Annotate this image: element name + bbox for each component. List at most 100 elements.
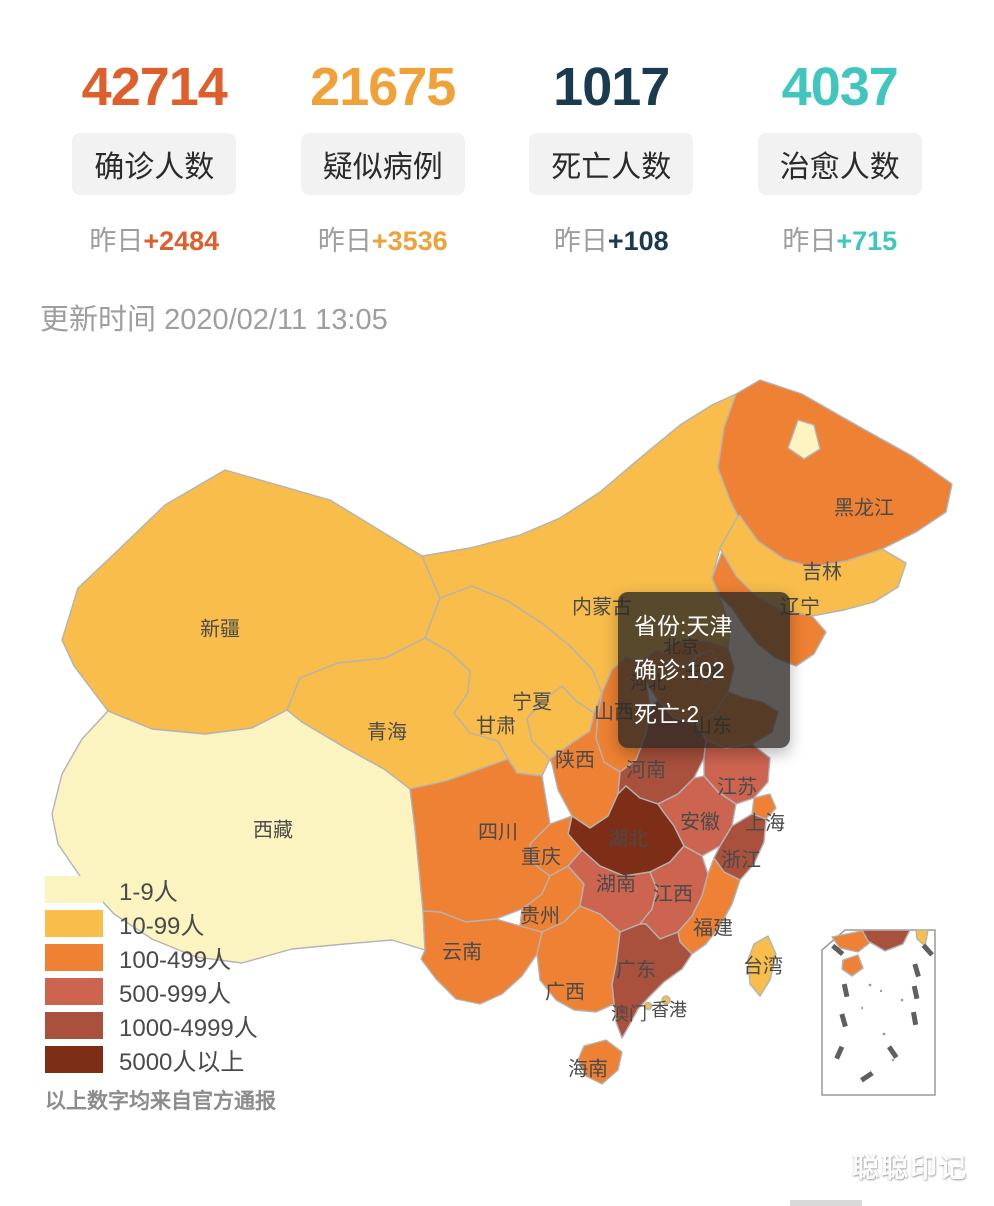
province-aomen[interactable] [643, 1001, 653, 1011]
province-tooltip: 省份:天津 确诊:102 死亡:2 [618, 592, 790, 748]
inset-coast-orange [831, 929, 873, 953]
province-shanghai[interactable] [751, 793, 777, 820]
suspected-delta: 昨日+3536 [269, 219, 498, 258]
svg-text:青海: 青海 [367, 720, 407, 743]
legend-swatch-1 [45, 876, 103, 903]
svg-text:重庆: 重庆 [521, 845, 561, 868]
watermark: 聪聪印记 [800, 1146, 968, 1185]
svg-text:陕西: 陕西 [555, 748, 595, 771]
inset-island-specks [860, 983, 904, 1062]
legend-swatch-6 [45, 1046, 103, 1073]
svg-text:贵州: 贵州 [520, 904, 560, 927]
legend-item: 1-9人 [45, 876, 276, 906]
south-china-sea-inset [821, 929, 936, 1096]
svg-text:台湾: 台湾 [743, 954, 783, 977]
legend-label-2: 10-99人 [119, 913, 205, 940]
svg-text:河南: 河南 [626, 758, 666, 781]
stat-cured: 4037 治愈人数 昨日+715 [726, 57, 955, 258]
tooltip-value: 2 [686, 701, 700, 727]
inset-hainan [841, 954, 864, 977]
ne-light-patch [787, 419, 821, 460]
legend-item: 10-99人 [45, 910, 276, 940]
svg-text:澳门: 澳门 [611, 1004, 647, 1024]
inset-coast-brown [861, 929, 911, 952]
legend-swatch-2 [45, 910, 103, 937]
cured-label: 治愈人数 [757, 133, 922, 196]
delta-value: +2484 [143, 226, 220, 257]
suspected-count: 21675 [310, 57, 456, 117]
legend-label-3: 100-499人 [119, 947, 232, 974]
cured-count: 4037 [781, 57, 899, 117]
svg-text:湖北: 湖北 [608, 827, 648, 850]
delta-prefix: 昨日 [89, 226, 144, 257]
svg-text:广西: 广西 [545, 980, 585, 1003]
province-yunnan[interactable] [420, 910, 543, 1005]
stat-confirmed: 42714 确诊人数 昨日+2484 [40, 57, 269, 258]
legend-label-1: 1-9人 [119, 879, 178, 906]
legend-swatch-5 [45, 1012, 103, 1039]
watermark-bar [790, 1200, 862, 1206]
tooltip-province-row: 省份:天津 [634, 604, 774, 648]
legend-footnote: 以上数字均来自官方通报 [45, 1090, 276, 1113]
svg-text:黑龙江: 黑龙江 [834, 496, 894, 519]
svg-text:辽宁: 辽宁 [780, 595, 820, 618]
legend-label-4: 500-999人 [119, 981, 232, 1008]
legend-item: 500-999人 [45, 978, 276, 1008]
inset-frame [821, 929, 936, 1096]
map-legend: 1-9人 10-99人 100-499人 500-999人 1000-4999人… [45, 876, 276, 1115]
delta-value: +108 [607, 226, 669, 257]
tooltip-key: 省份: [634, 613, 687, 639]
svg-text:海南: 海南 [568, 1057, 608, 1080]
svg-text:广东: 广东 [616, 958, 656, 981]
legend-item: 1000-4999人 [45, 1012, 276, 1042]
deaths-count: 1017 [553, 57, 670, 117]
confirmed-delta: 昨日+2484 [40, 219, 269, 258]
province-xianggang[interactable] [661, 995, 671, 1005]
tooltip-key: 确诊: [634, 657, 687, 683]
delta-prefix: 昨日 [317, 226, 372, 257]
svg-text:上海: 上海 [745, 811, 785, 834]
province-guangxi[interactable] [536, 905, 621, 1013]
confirmed-count: 42714 [81, 57, 228, 117]
tooltip-value: 天津 [686, 613, 733, 639]
deaths-label: 死亡人数 [529, 133, 694, 196]
svg-text:江西: 江西 [653, 882, 693, 905]
legend-label-6: 5000人以上 [119, 1049, 245, 1076]
update-time: 更新时间 2020/02/11 13:05 [40, 296, 388, 338]
tooltip-confirmed-row: 确诊:102 [634, 648, 774, 692]
delta-prefix: 昨日 [553, 226, 608, 257]
svg-text:新疆: 新疆 [200, 617, 240, 640]
svg-text:甘肃: 甘肃 [476, 714, 516, 737]
svg-text:内蒙古: 内蒙古 [572, 595, 632, 618]
svg-text:江苏: 江苏 [717, 775, 757, 798]
cured-delta: 昨日+715 [726, 219, 955, 258]
delta-value: +715 [836, 226, 898, 257]
tooltip-death-row: 死亡:2 [634, 692, 774, 736]
svg-text:云南: 云南 [442, 940, 482, 963]
stats-header: 42714 确诊人数 昨日+2484 21675 疑似病例 昨日+3536 10… [40, 57, 955, 258]
province-hainan[interactable] [577, 1039, 623, 1085]
svg-text:宁夏: 宁夏 [512, 690, 552, 713]
deaths-delta: 昨日+108 [497, 219, 726, 258]
province-taiwan[interactable] [747, 935, 777, 997]
nine-dash-line [831, 943, 934, 1083]
legend-label-5: 1000-4999人 [119, 1015, 258, 1042]
stat-deaths: 1017 死亡人数 昨日+108 [497, 57, 726, 258]
watermark-text: 聪聪印记 [852, 1153, 968, 1183]
legend-item: 5000人以上 [45, 1046, 276, 1076]
svg-text:福建: 福建 [693, 916, 733, 939]
svg-text:香港: 香港 [651, 1000, 687, 1020]
delta-prefix: 昨日 [782, 226, 837, 257]
update-time-label: 更新时间 [40, 304, 157, 336]
tooltip-key: 死亡: [634, 701, 687, 727]
delta-value: +3536 [371, 226, 448, 257]
svg-text:浙江: 浙江 [721, 848, 761, 871]
svg-text:西藏: 西藏 [253, 818, 293, 841]
stat-suspected: 21675 疑似病例 昨日+3536 [269, 57, 498, 258]
legend-swatch-3 [45, 944, 103, 971]
confirmed-label: 确诊人数 [72, 133, 237, 196]
suspected-label: 疑似病例 [300, 133, 465, 196]
wechat-icon [802, 1148, 840, 1184]
svg-text:吉林: 吉林 [802, 560, 842, 583]
